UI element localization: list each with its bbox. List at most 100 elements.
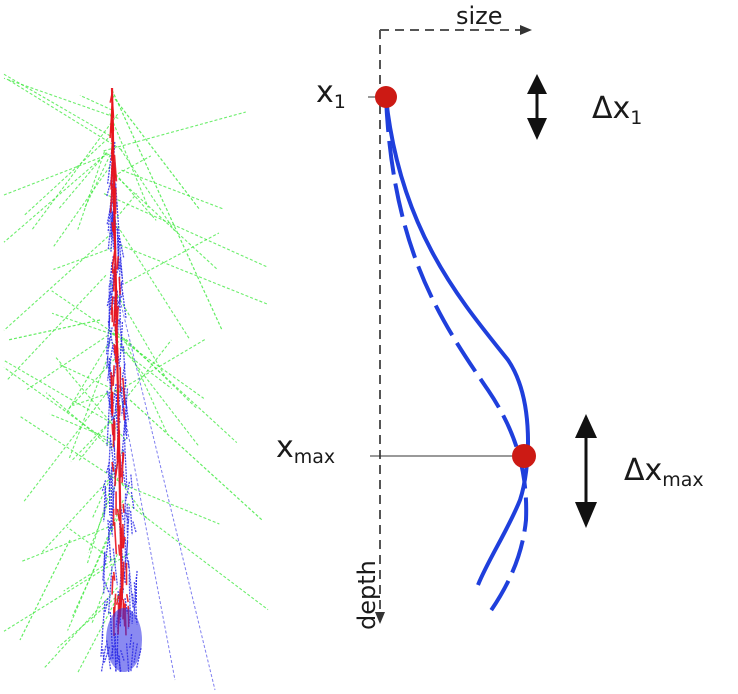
shower-track: [100, 645, 107, 673]
depth-axis-label: depth: [353, 560, 381, 630]
shower-track: [112, 308, 117, 327]
shower-track: [111, 217, 190, 339]
shower-track: [133, 582, 138, 625]
shower-track: [104, 581, 110, 594]
shower-track: [108, 281, 112, 326]
shower-track: [111, 257, 117, 293]
shower-track: [111, 575, 114, 595]
shower-track: [66, 526, 113, 561]
shower-track: [43, 587, 118, 669]
shower-track: [129, 510, 133, 536]
shower-track: [108, 327, 113, 348]
shower-track: [110, 293, 114, 305]
shower-track: [111, 89, 223, 331]
shower-track: [83, 154, 111, 210]
shower-track: [109, 282, 166, 377]
shower-track: [125, 481, 131, 501]
shower-track: [86, 488, 112, 565]
shower-track: [123, 388, 130, 422]
shower-track: [109, 260, 116, 310]
shower-track: [101, 600, 106, 638]
shower-track: [103, 111, 246, 152]
shower-track: [77, 151, 106, 230]
shower-track: [108, 391, 113, 421]
shower-track: [104, 526, 111, 566]
shower-track: [104, 597, 109, 613]
shower-track: [66, 341, 111, 413]
shower-track: [122, 377, 126, 406]
shower-track: [120, 148, 175, 231]
shower-track: [109, 184, 114, 213]
shower-track: [122, 346, 127, 386]
shower-track: [54, 356, 127, 441]
shower-track: [79, 94, 113, 111]
shower-track: [121, 452, 124, 483]
shower-track: [112, 268, 116, 292]
shower-track: [121, 169, 225, 210]
profile-curve-solid: [384, 97, 530, 586]
shower-track: [111, 342, 173, 390]
shower-track: [3, 359, 116, 426]
delta-xmax-label: Δxmax: [624, 453, 704, 491]
shower-track: [118, 276, 121, 295]
shower-track: [119, 299, 216, 691]
shower-track: [112, 571, 116, 581]
shower-track: [122, 536, 126, 548]
x1-marker-dot: [375, 86, 397, 108]
shower-track: [31, 113, 119, 230]
shower-track: [23, 137, 109, 217]
shower-track: [102, 649, 105, 663]
shower-track: [130, 474, 133, 489]
shower-track: [125, 419, 128, 440]
delta-xmax-arrow: [575, 414, 597, 528]
shower-track: [121, 406, 128, 456]
shower-track: [7, 319, 101, 341]
shower-track: [118, 244, 123, 279]
shower-track: [124, 232, 220, 284]
shower-track: [106, 346, 114, 381]
delta-x1-label: Δx1: [592, 91, 643, 129]
shower-track: [122, 503, 125, 513]
shower-track: [6, 274, 107, 381]
shower-track: [114, 460, 119, 476]
shower-track: [3, 77, 119, 119]
shower-track: [123, 388, 129, 436]
shower-track: [117, 319, 119, 334]
xmax-label: xmax: [276, 430, 336, 468]
shower-track: [106, 337, 110, 369]
shower-track: [116, 508, 121, 522]
shower-track: [107, 566, 113, 615]
shower-track: [118, 405, 121, 417]
shower-track: [123, 571, 126, 584]
shower-track: [110, 296, 114, 316]
shower-track: [110, 439, 116, 479]
shower-track: [116, 339, 200, 447]
shower-track: [117, 544, 121, 556]
shower-track: [57, 152, 107, 211]
shower-track: [106, 357, 112, 392]
profile-curve-dashed: [384, 97, 529, 614]
shower-track: [117, 155, 152, 175]
shower-track: [108, 520, 114, 537]
shower-track: [123, 493, 127, 541]
shower-track: [57, 590, 124, 649]
shower-track: [68, 356, 109, 459]
shower-track: [119, 321, 124, 362]
shower-track: [111, 338, 207, 396]
shower-track: [112, 548, 119, 586]
shower-track: [111, 467, 115, 509]
shower-track: [51, 290, 125, 341]
shower-track: [124, 484, 220, 525]
shower-track: [3, 367, 115, 447]
shower-track: [70, 421, 111, 462]
shower-tail: [106, 608, 142, 672]
shower-track: [105, 461, 111, 474]
shower-track: [115, 595, 120, 605]
shower-track: [118, 258, 122, 283]
shower-track: [123, 337, 169, 435]
shower-track: [107, 211, 113, 250]
shower-track: [113, 154, 118, 182]
shower-track: [19, 539, 71, 641]
